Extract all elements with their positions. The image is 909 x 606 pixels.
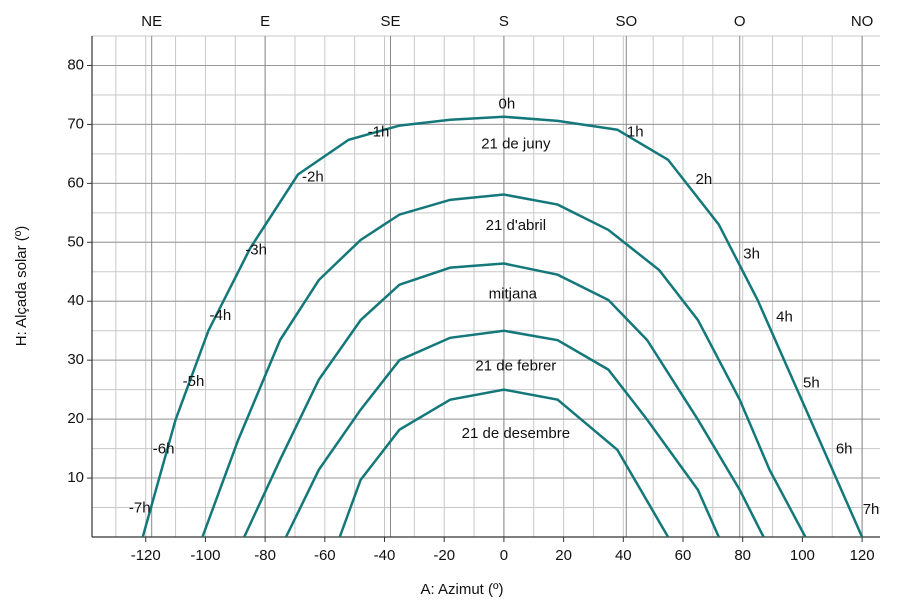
- x-tick-label: -40: [374, 547, 396, 564]
- sun-path-line: [338, 388, 670, 538]
- x-tick-label: 40: [615, 547, 632, 564]
- compass-label: SE: [380, 13, 400, 30]
- annotation: 21 de desembre: [462, 425, 570, 442]
- annotation: 5h: [803, 375, 820, 392]
- sun-path-line: [201, 193, 807, 538]
- compass-label: SO: [615, 13, 637, 30]
- x-tick-label: -60: [314, 547, 336, 564]
- x-tick-label: 100: [790, 547, 815, 564]
- x-tick-label: -80: [254, 547, 276, 564]
- x-tick-label: 60: [675, 547, 692, 564]
- annotation: -7h: [129, 500, 151, 517]
- annotation: mitjana: [489, 286, 538, 303]
- annotation: 1h: [627, 124, 644, 141]
- x-axis-label: A: Azimut (º): [421, 581, 504, 598]
- compass-label: S: [499, 13, 509, 30]
- compass-label: NE: [141, 13, 162, 30]
- sun-path-line: [243, 262, 765, 538]
- y-tick-label: 30: [67, 351, 84, 368]
- annotation: 21 de juny: [481, 135, 551, 152]
- y-axis-label: H: Alçada solar (º): [13, 226, 30, 347]
- x-tick-label: -120: [131, 547, 161, 564]
- annotation: -6h: [153, 441, 175, 458]
- compass-label: NO: [851, 13, 874, 30]
- annotation: -1h: [368, 124, 390, 141]
- annotation: 7h: [863, 501, 880, 518]
- x-tick-label: -100: [190, 547, 220, 564]
- annotation: 4h: [776, 309, 793, 326]
- annotation: 2h: [696, 171, 713, 188]
- x-tick-label: 20: [555, 547, 572, 564]
- x-tick-label: -20: [433, 547, 455, 564]
- x-tick-label: 80: [734, 547, 751, 564]
- y-tick-label: 10: [67, 469, 84, 486]
- annotation: 21 d'abril: [486, 217, 546, 234]
- sun-path-line: [284, 329, 720, 538]
- x-tick-label: 120: [850, 547, 875, 564]
- y-tick-label: 60: [67, 174, 84, 191]
- annotation: -2h: [302, 168, 324, 185]
- y-tick-label: 80: [67, 56, 84, 73]
- compass-label: E: [260, 13, 270, 30]
- y-tick-label: 20: [67, 410, 84, 427]
- annotation: -4h: [210, 307, 232, 324]
- annotation: 3h: [743, 246, 760, 263]
- x-tick-label: 0: [500, 547, 508, 564]
- sun-path-line: [141, 115, 864, 538]
- annotation: 6h: [836, 441, 853, 458]
- y-tick-label: 70: [67, 115, 84, 132]
- annotation: 0h: [499, 95, 516, 112]
- annotation: -5h: [183, 373, 205, 390]
- compass-label: O: [734, 13, 746, 30]
- y-tick-label: 40: [67, 292, 84, 309]
- y-tick-label: 50: [67, 233, 84, 250]
- annotation: -3h: [245, 242, 267, 259]
- annotation: 21 de febrer: [475, 358, 556, 375]
